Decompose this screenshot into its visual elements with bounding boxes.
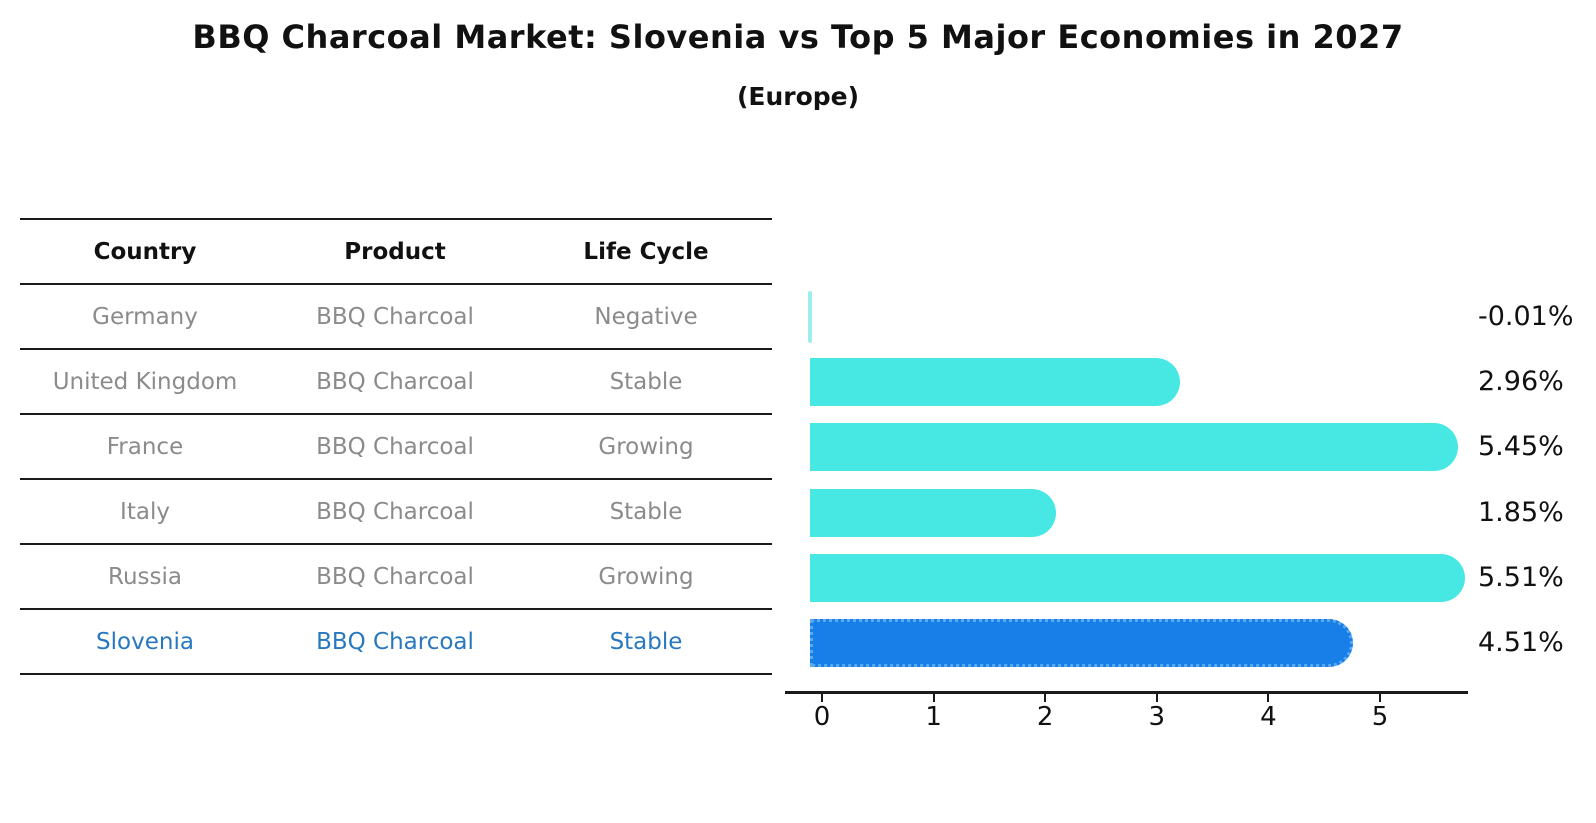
bar-italy: [810, 488, 1057, 537]
x-tick-mark: [932, 694, 935, 702]
table-cell-product: BBQ Charcoal: [316, 368, 474, 395]
chart-subtitle: (Europe): [736, 82, 860, 111]
table-cell-product: BBQ Charcoal: [316, 303, 474, 330]
table-row: United Kingdom BBQ Charcoal Stable: [20, 350, 772, 415]
table-cell-product: BBQ Charcoal: [316, 628, 474, 655]
value-label-france: 5.45%: [1478, 431, 1564, 463]
value-label-italy: 1.85%: [1478, 496, 1564, 528]
x-tick-label: 0: [813, 702, 831, 732]
column-header-lifecycle: Life Cycle: [583, 238, 709, 265]
value-label-united-kingdom: 2.96%: [1478, 366, 1564, 398]
x-tick-mark: [1044, 694, 1047, 702]
chart-title: BBQ Charcoal Market: Slovenia vs Top 5 M…: [192, 18, 1404, 56]
table-header-row: Country Product Life Cycle: [20, 220, 772, 285]
x-tick-mark: [1155, 694, 1158, 702]
table-cell-country: Italy: [120, 498, 170, 525]
table-row: Slovenia BBQ Charcoal Stable: [20, 610, 772, 675]
table-cell-product: BBQ Charcoal: [316, 563, 474, 590]
table-cell-lifecycle: Negative: [594, 303, 698, 330]
value-label-slovenia: 4.51%: [1478, 627, 1564, 658]
x-tick-label: 3: [1148, 702, 1166, 732]
bar-united-kingdom: [810, 358, 1181, 407]
table-cell-lifecycle: Stable: [609, 628, 683, 655]
x-tick-label: 5: [1371, 702, 1389, 732]
table-row: Russia BBQ Charcoal Growing: [20, 545, 772, 610]
table-cell-country: Russia: [108, 563, 182, 590]
column-header-product: Product: [344, 238, 446, 265]
country-table: Country Product Life Cycle Germany BBQ Ch…: [20, 218, 772, 675]
x-tick-label: 2: [1036, 702, 1054, 732]
table-cell-country: United Kingdom: [52, 368, 238, 395]
x-tick-mark: [1267, 694, 1270, 702]
table-cell-product: BBQ Charcoal: [316, 498, 474, 525]
bar-russia: [810, 553, 1465, 602]
table-row: Italy BBQ Charcoal Stable: [20, 480, 772, 545]
x-tick-label: 4: [1260, 702, 1277, 732]
table-row: Germany BBQ Charcoal Negative: [20, 285, 772, 350]
bar-germany: [808, 291, 812, 343]
table-cell-product: BBQ Charcoal: [316, 433, 474, 460]
table-cell-lifecycle: Stable: [609, 498, 683, 525]
table-body: Germany BBQ Charcoal Negative United Kingdo…: [20, 285, 772, 675]
column-header-country: Country: [93, 238, 197, 265]
table-row: France BBQ Charcoal Growing: [20, 415, 772, 480]
table-cell-country: Germany: [92, 303, 198, 330]
bar-france: [810, 423, 1459, 472]
table-cell-lifecycle: Growing: [598, 433, 694, 460]
value-label-russia: 5.51%: [1478, 561, 1564, 593]
x-tick-mark: [1379, 694, 1381, 702]
value-label-germany: -0.01%: [1478, 301, 1574, 332]
x-tick-mark: [821, 694, 823, 702]
x-tick-label: 1: [925, 702, 942, 732]
x-axis-line: [785, 691, 1468, 694]
table-cell-country: France: [106, 433, 184, 460]
table-cell-lifecycle: Growing: [598, 563, 694, 590]
bar-slovenia: [810, 619, 1354, 667]
table-cell-country: Slovenia: [96, 628, 194, 655]
table-cell-lifecycle: Stable: [609, 368, 683, 395]
